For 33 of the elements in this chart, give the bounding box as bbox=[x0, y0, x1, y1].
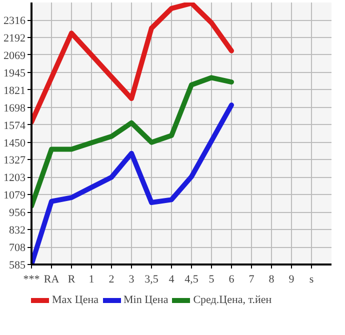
y-tick-label: 2069 bbox=[4, 50, 26, 62]
x-tick-label: 1 bbox=[88, 274, 94, 286]
y-tick-label: 1327 bbox=[4, 154, 26, 167]
y-tick-label: 2316 bbox=[4, 15, 26, 28]
y-tick-label: 1203 bbox=[4, 172, 26, 184]
legend-label: Max Цена bbox=[52, 294, 99, 306]
legend-label: Сред.Цена, т.йен bbox=[193, 294, 272, 306]
x-tick-label: RA bbox=[44, 274, 60, 286]
legend-label: Min Цена bbox=[124, 294, 168, 306]
y-tick-label: 1821 bbox=[4, 84, 26, 97]
y-tick-label: 2192 bbox=[4, 32, 26, 45]
y-tick-label: 585 bbox=[9, 260, 26, 272]
y-tick-label: 1079 bbox=[4, 190, 26, 202]
x-tick-label: R bbox=[68, 274, 76, 286]
x-tick-label: 4,5 bbox=[184, 274, 199, 286]
x-tick-label: 3 bbox=[128, 274, 135, 286]
x-tick-label: 2 bbox=[108, 274, 114, 286]
y-tick-label: 956 bbox=[9, 207, 26, 220]
x-tick-label: 6 bbox=[228, 274, 235, 286]
y-tick-label: 708 bbox=[9, 242, 26, 254]
x-tick-label: 4 bbox=[168, 274, 175, 286]
y-tick-label: 1574 bbox=[4, 120, 26, 132]
y-tick-label: 1698 bbox=[4, 102, 26, 114]
x-tick-label: 3,5 bbox=[144, 274, 159, 286]
x-tick-label: 5 bbox=[208, 274, 215, 286]
y-tick-label: 832 bbox=[9, 224, 26, 237]
x-tick-label: *** bbox=[23, 274, 40, 286]
y-tick-label: 1450 bbox=[4, 137, 26, 150]
x-tick-label: 9 bbox=[288, 274, 295, 286]
x-tick-label: s bbox=[309, 274, 314, 286]
x-tick-label: 7 bbox=[248, 274, 255, 286]
y-tick-label: 1945 bbox=[4, 67, 26, 80]
x-tick-label: 8 bbox=[268, 274, 275, 286]
